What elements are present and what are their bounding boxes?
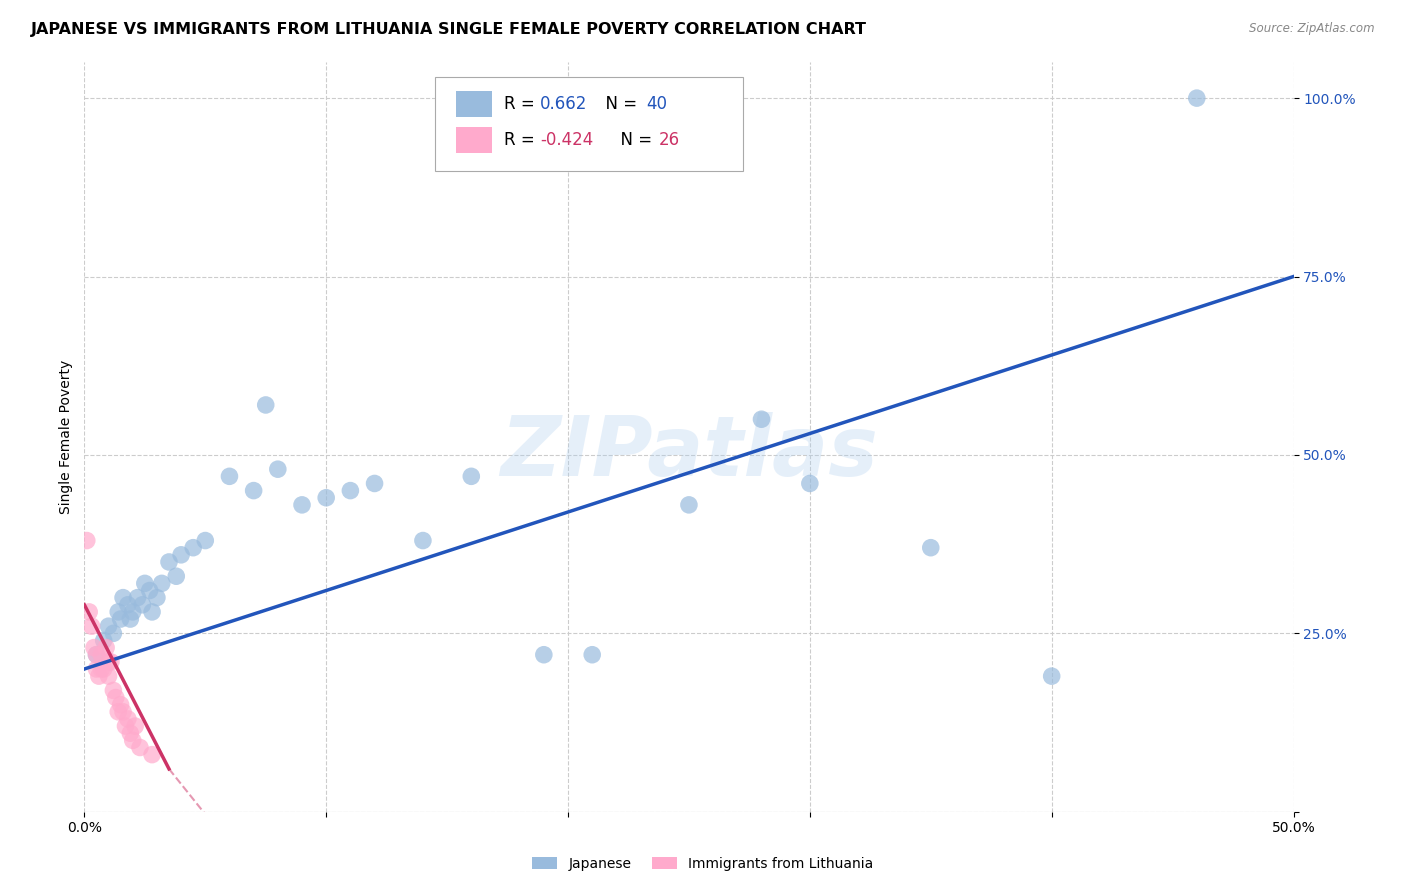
Point — [97, 669, 120, 683]
Point — [460, 469, 482, 483]
Point — [86, 648, 108, 662]
Point — [110, 698, 132, 712]
Point — [131, 598, 153, 612]
Point — [103, 683, 125, 698]
Text: R =: R = — [503, 95, 540, 112]
Point — [83, 640, 105, 655]
Text: Source: ZipAtlas.com: Source: ZipAtlas.com — [1250, 22, 1375, 36]
Point — [134, 576, 156, 591]
Point — [412, 533, 434, 548]
Point — [97, 619, 120, 633]
FancyBboxPatch shape — [456, 127, 492, 153]
Point — [194, 533, 217, 548]
Point — [77, 605, 100, 619]
Point — [76, 533, 98, 548]
Text: JAPANESE VS IMMIGRANTS FROM LITHUANIA SINGLE FEMALE POVERTY CORRELATION CHART: JAPANESE VS IMMIGRANTS FROM LITHUANIA SI… — [31, 22, 868, 37]
Point — [112, 705, 135, 719]
Point — [124, 719, 146, 733]
Legend: Japanese, Immigrants from Lithuania: Japanese, Immigrants from Lithuania — [527, 851, 879, 876]
Point — [86, 662, 108, 676]
Point — [170, 548, 193, 562]
Point — [751, 412, 773, 426]
Point — [104, 690, 127, 705]
Point — [533, 648, 555, 662]
Point — [181, 541, 204, 555]
Point — [90, 648, 112, 662]
Text: 0.662: 0.662 — [540, 95, 588, 112]
Point — [112, 591, 135, 605]
Point — [121, 605, 143, 619]
Point — [146, 591, 169, 605]
Point — [93, 633, 115, 648]
Point — [218, 469, 240, 483]
Point — [120, 726, 142, 740]
Point — [107, 605, 129, 619]
FancyBboxPatch shape — [434, 78, 744, 171]
Point — [87, 669, 110, 683]
Point — [363, 476, 385, 491]
Y-axis label: Single Female Poverty: Single Female Poverty — [59, 360, 73, 514]
Text: -0.424: -0.424 — [540, 130, 593, 149]
Point — [117, 598, 139, 612]
Point — [165, 569, 187, 583]
Text: N =: N = — [595, 95, 643, 112]
Point — [291, 498, 314, 512]
Text: R =: R = — [503, 130, 540, 149]
Point — [138, 583, 160, 598]
Point — [141, 747, 163, 762]
FancyBboxPatch shape — [456, 90, 492, 117]
Point — [339, 483, 361, 498]
Point — [799, 476, 821, 491]
Point — [141, 605, 163, 619]
Point — [121, 733, 143, 747]
Point — [86, 648, 108, 662]
Text: N =: N = — [610, 130, 658, 149]
Point — [315, 491, 337, 505]
Point — [242, 483, 264, 498]
Point — [1040, 669, 1063, 683]
Point — [150, 576, 173, 591]
Point — [100, 655, 122, 669]
Point — [117, 712, 139, 726]
Point — [581, 648, 603, 662]
Point — [114, 719, 136, 733]
Point — [920, 541, 942, 555]
Point — [267, 462, 290, 476]
Point — [120, 612, 142, 626]
Point — [110, 612, 132, 626]
Point — [1185, 91, 1208, 105]
Point — [107, 705, 129, 719]
Text: ZIPatlas: ZIPatlas — [501, 411, 877, 492]
Point — [80, 619, 103, 633]
Point — [94, 640, 117, 655]
Point — [127, 591, 149, 605]
Point — [129, 740, 152, 755]
Point — [103, 626, 125, 640]
Point — [93, 662, 115, 676]
Point — [678, 498, 700, 512]
Point — [254, 398, 277, 412]
Point — [90, 662, 112, 676]
Point — [157, 555, 180, 569]
Point — [97, 655, 120, 669]
Text: 40: 40 — [647, 95, 668, 112]
Text: 26: 26 — [659, 130, 681, 149]
